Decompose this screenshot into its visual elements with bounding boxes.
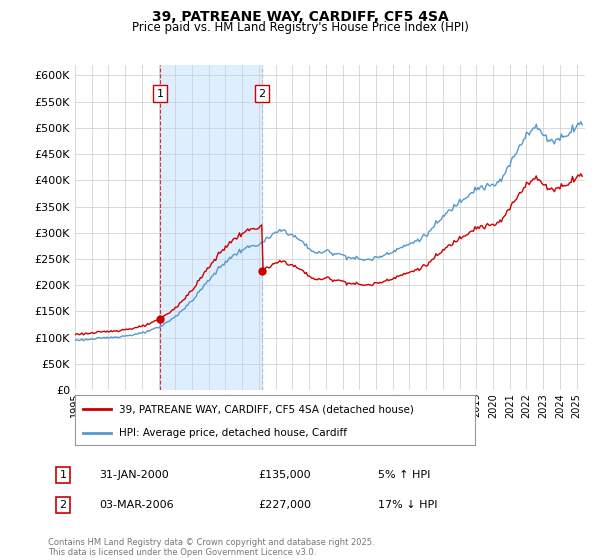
Text: 39, PATREANE WAY, CARDIFF, CF5 4SA: 39, PATREANE WAY, CARDIFF, CF5 4SA [152, 10, 448, 24]
Text: Contains HM Land Registry data © Crown copyright and database right 2025.
This d: Contains HM Land Registry data © Crown c… [48, 538, 374, 557]
Text: £227,000: £227,000 [258, 500, 311, 510]
Text: 2: 2 [258, 89, 265, 99]
Text: 1: 1 [59, 470, 67, 480]
Text: 2: 2 [59, 500, 67, 510]
Text: 31-JAN-2000: 31-JAN-2000 [99, 470, 169, 480]
Text: HPI: Average price, detached house, Cardiff: HPI: Average price, detached house, Card… [119, 427, 347, 437]
Text: 1: 1 [157, 89, 163, 99]
Text: 03-MAR-2006: 03-MAR-2006 [99, 500, 173, 510]
Text: 17% ↓ HPI: 17% ↓ HPI [378, 500, 437, 510]
Text: 39, PATREANE WAY, CARDIFF, CF5 4SA (detached house): 39, PATREANE WAY, CARDIFF, CF5 4SA (deta… [119, 404, 414, 414]
Text: £135,000: £135,000 [258, 470, 311, 480]
Bar [160, 65, 262, 390]
Text: 5% ↑ HPI: 5% ↑ HPI [378, 470, 430, 480]
Text: Price paid vs. HM Land Registry's House Price Index (HPI): Price paid vs. HM Land Registry's House … [131, 21, 469, 34]
